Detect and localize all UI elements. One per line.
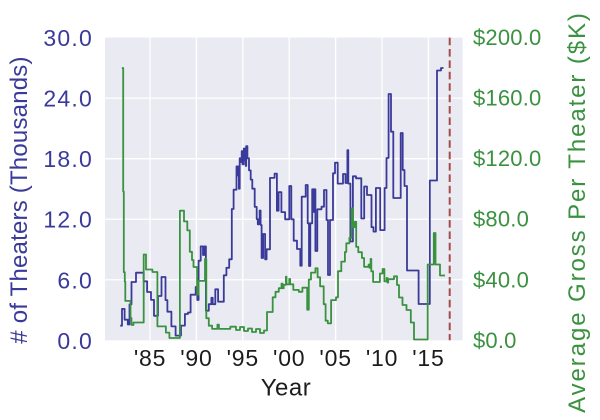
svg-text:$40.0: $40.0 xyxy=(473,267,529,292)
svg-text:Average Gross Per Theater ($K): Average Gross Per Theater ($K) xyxy=(564,11,591,413)
svg-text:18.0: 18.0 xyxy=(43,146,93,172)
svg-text:'10: '10 xyxy=(366,345,398,371)
svg-text:$0.0: $0.0 xyxy=(473,328,517,353)
svg-text:# of Theaters (Thousands): # of Theaters (Thousands) xyxy=(6,56,33,343)
svg-text:6.0: 6.0 xyxy=(57,267,93,293)
svg-text:$200.0: $200.0 xyxy=(473,25,542,50)
svg-text:'05: '05 xyxy=(319,345,351,371)
svg-text:'85: '85 xyxy=(134,345,166,371)
svg-text:$160.0: $160.0 xyxy=(473,86,542,111)
svg-text:12.0: 12.0 xyxy=(43,207,93,233)
svg-text:$80.0: $80.0 xyxy=(473,207,529,232)
svg-text:0.0: 0.0 xyxy=(57,328,93,354)
svg-text:'00: '00 xyxy=(273,345,305,371)
svg-text:$120.0: $120.0 xyxy=(473,146,542,171)
svg-text:'90: '90 xyxy=(180,345,212,371)
svg-text:24.0: 24.0 xyxy=(43,86,93,112)
svg-text:30.0: 30.0 xyxy=(43,25,93,51)
svg-text:'95: '95 xyxy=(227,345,259,371)
svg-text:'15: '15 xyxy=(412,345,444,371)
svg-text:Year: Year xyxy=(261,375,312,402)
